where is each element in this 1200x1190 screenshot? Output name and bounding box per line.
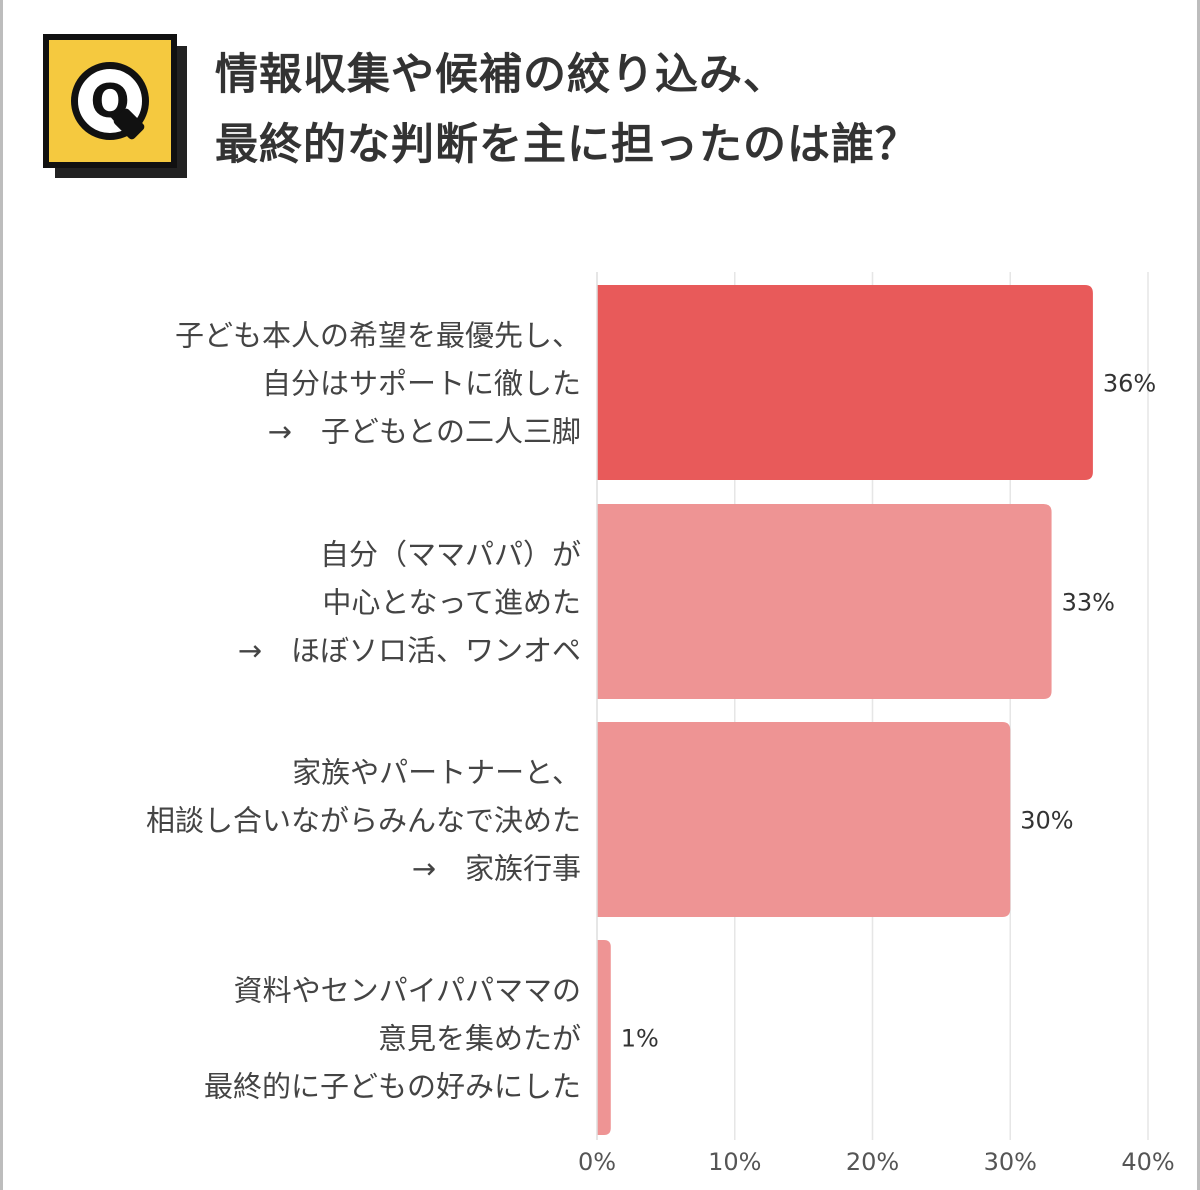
bar-value-label: 1% bbox=[621, 1025, 659, 1053]
x-tick-label: 30% bbox=[984, 1148, 1037, 1176]
bar-value-label: 36% bbox=[1103, 370, 1156, 398]
bar-chart: 36% 33% 30% 1% 子ども本人の希望を最優先し、自分はサポートに徹した → 子ど… bbox=[146, 272, 1175, 1176]
title-line-2: 最終的な判断を主に担ったのは誰？ bbox=[215, 120, 919, 170]
category-label: 家族やパートナーと、 bbox=[292, 756, 581, 790]
bar bbox=[597, 285, 1093, 480]
category-label: 意見を集めたが bbox=[378, 1022, 581, 1056]
category-label: 自分（ママパパ）が bbox=[320, 538, 581, 572]
category-label: 自分はサポートに徹した bbox=[262, 367, 581, 401]
q-badge: Q bbox=[43, 34, 177, 168]
bar-value-label: 30% bbox=[1020, 807, 1073, 835]
x-tick-label: 0% bbox=[578, 1148, 616, 1176]
chart-title: 情報収集や候補の絞り込み、 最終的な判断を主に担ったのは誰？ bbox=[215, 40, 1175, 180]
bar bbox=[597, 504, 1052, 699]
category-label: 中心となって進めた bbox=[322, 586, 581, 620]
x-tick-label: 40% bbox=[1121, 1148, 1174, 1176]
category-label: → 子どもとの二人三脚 bbox=[268, 415, 581, 449]
category-label: 相談し合いながらみんなで決めた bbox=[146, 804, 581, 838]
title-line-1: 情報収集や候補の絞り込み、 bbox=[215, 50, 787, 100]
x-tick-label: 20% bbox=[846, 1148, 899, 1176]
x-tick-label: 10% bbox=[708, 1148, 761, 1176]
bar bbox=[597, 722, 1011, 917]
category-label: → 家族行事 bbox=[412, 852, 581, 886]
category-label: 最終的に子どもの好みにした bbox=[204, 1070, 581, 1104]
bar bbox=[597, 940, 611, 1135]
category-label: → ほぼソロ活、ワンオペ bbox=[238, 634, 581, 668]
bar-value-label: 33% bbox=[1062, 589, 1115, 617]
category-label: 資料やセンパイパパママの bbox=[234, 974, 581, 1008]
category-label: 子ども本人の希望を最優先し、 bbox=[175, 319, 581, 353]
